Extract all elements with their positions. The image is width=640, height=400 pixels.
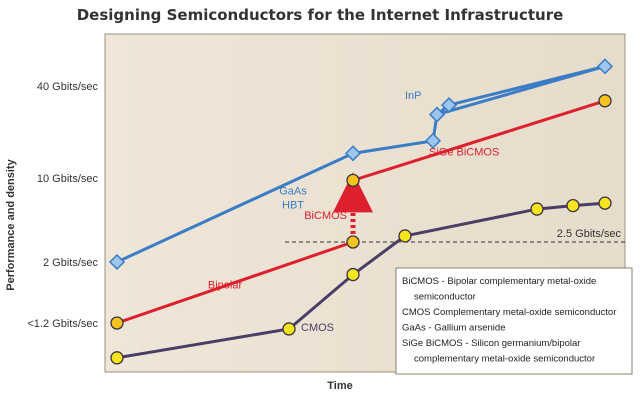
y-tick-label: <1.2 Gbits/sec [27,318,98,330]
y-tick-label: 40 Gbits/sec [37,81,99,93]
data-point-gaas-hbt [428,106,446,123]
y-tick-label: 10 Gbits/sec [37,173,99,185]
series-label-inp: InP [405,90,422,102]
legend-line: CMOS Complementary metal-oxide semicondu… [402,307,616,318]
data-point-gaas-hbt [344,145,362,162]
data-point-gaas-hbt [596,58,614,75]
reference-line: 2.5 Gbits/sec [285,228,625,243]
legend-box [395,267,633,375]
y-axis-label: Performance and density [5,158,17,290]
series-label-bipolar: Bipolar [208,280,243,292]
legend-line: BiCMOS - Bipolar complementary metal-oxi… [402,276,596,287]
legend: BiCMOS - Bipolar complementary metal-oxi… [395,267,633,375]
series-label-gaas-hbt: GaAs HBT [279,185,307,211]
bicmos-annotation-label: BiCMOS [304,210,347,222]
chart-title: Designing Semiconductors for the Interne… [76,6,564,24]
bicmos-annotation: BiCMOS [304,172,373,234]
data-point-gaas-hbt [108,253,126,271]
series-labels: GaAs HBT InP Bipolar SiGe BiCMOS CMOS [208,90,499,334]
legend-line: complementary metal-oxide semiconductor [414,354,595,365]
data-point-bipolar [346,235,360,249]
y-axis-ticks: 40 Gbits/sec 10 Gbits/sec 2 Gbits/sec <1.2 … [27,81,98,330]
legend-line: SiGe BiCMOS - Silicon germanium/bipolar [402,338,580,349]
reference-line-label: 2.5 Gbits/sec [557,228,622,240]
data-point-cmos [110,351,124,365]
data-point-cmos [598,196,612,210]
x-axis-label: Time [327,380,352,392]
legend-line: semiconductor [414,292,476,303]
y-tick-label: 2 Gbits/sec [43,257,99,269]
data-point-cmos [346,267,360,282]
data-point-cmos [282,322,296,336]
series-line-sige-bicmos [352,99,606,182]
data-point-cmos [398,229,412,243]
series-label-sige-bicmos: SiGe BiCMOS [429,147,499,159]
data-point-gaas-hbt [424,132,442,149]
series-label-cmos: CMOS [301,322,334,334]
data-point-bipolar [110,316,124,330]
series-markers [108,58,614,365]
data-point-sige-bicmos [346,173,360,188]
series-line-bipolar [116,240,354,325]
data-point-inp [440,97,458,114]
data-point-cmos [530,202,544,216]
legend-line: GaAs - Gallium arsenide [402,323,505,334]
data-point-sige-bicmos [598,94,612,108]
data-point-cmos [566,198,580,213]
